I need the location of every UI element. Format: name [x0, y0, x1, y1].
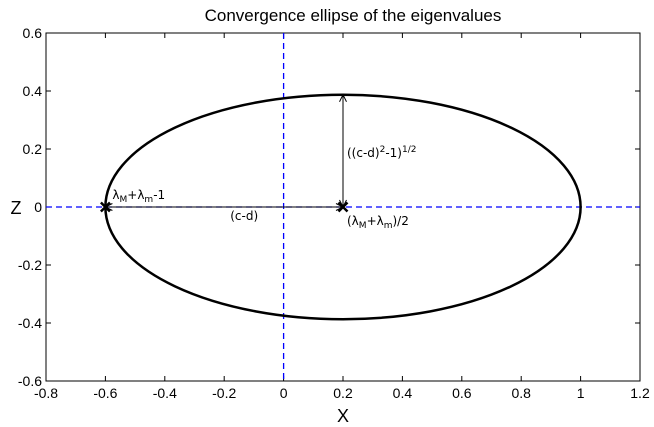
x-axis-label: X	[337, 406, 349, 426]
x-tick-label: 0.4	[393, 385, 413, 401]
x-tick-label: 1.2	[630, 385, 650, 401]
x-tick-label: 1	[577, 385, 585, 401]
y-tick-label: -0.4	[18, 315, 42, 331]
annotation-part: ((c-d)	[347, 146, 380, 160]
y-tick-label: 0.6	[23, 25, 43, 41]
x-marker	[337, 201, 349, 213]
annotation-part: (λ	[347, 214, 359, 228]
point-markers	[100, 201, 349, 213]
x-tick-label: -0.8	[34, 385, 58, 401]
annotation-part: λ	[112, 188, 119, 202]
annotation-part: M	[359, 221, 367, 231]
annotation-left-point: λM+λm-1	[112, 188, 165, 205]
y-tick-label: -0.2	[18, 257, 42, 273]
annotation-part: 1/2	[402, 145, 416, 155]
annotation-vertical-distance: ((c-d)2-1)1/2	[347, 145, 416, 160]
x-tick-label: 0	[280, 385, 288, 401]
annotation-part: +λ	[127, 188, 144, 202]
annotation-part: +λ	[367, 214, 384, 228]
x-tick-label: 0.2	[333, 385, 353, 401]
x-tick-label: -0.2	[212, 385, 236, 401]
y-axis-ticks: -0.6 -0.4 -0.2 0 0.2 0.4 0.6	[18, 25, 640, 389]
y-tick-label: -0.6	[18, 373, 42, 389]
arrow-head	[339, 93, 347, 102]
x-tick-label: 0.8	[511, 385, 531, 401]
annotation-center-point: (λM+λm)/2	[347, 214, 409, 231]
annotation-part: 2	[380, 145, 386, 155]
annotation-part: m	[144, 195, 153, 205]
annotation-part: -1	[153, 188, 165, 202]
chart-title: Convergence ellipse of the eigenvalues	[205, 6, 502, 25]
y-tick-label: 0.4	[23, 83, 43, 99]
x-marker	[100, 201, 111, 213]
y-tick-label: 0	[34, 199, 42, 215]
distance-arrows	[104, 93, 347, 211]
annotation-part: )/2	[393, 214, 409, 228]
annotation-horizontal-distance: (c-d)	[230, 209, 258, 223]
y-axis-label: Z	[11, 198, 22, 218]
x-tick-label: -0.6	[93, 385, 117, 401]
annotation-part: -1)	[385, 146, 402, 160]
x-tick-label: -0.4	[153, 385, 177, 401]
annotation-part: M	[120, 195, 128, 205]
x-tick-label: 0.6	[452, 385, 472, 401]
x-axis-ticks: -0.8 -0.6 -0.4 -0.2 0 0.2 0.4 0.6 0.8 1 1.2	[34, 33, 650, 401]
annotation-part: m	[384, 221, 393, 231]
y-tick-label: 0.2	[23, 141, 43, 157]
